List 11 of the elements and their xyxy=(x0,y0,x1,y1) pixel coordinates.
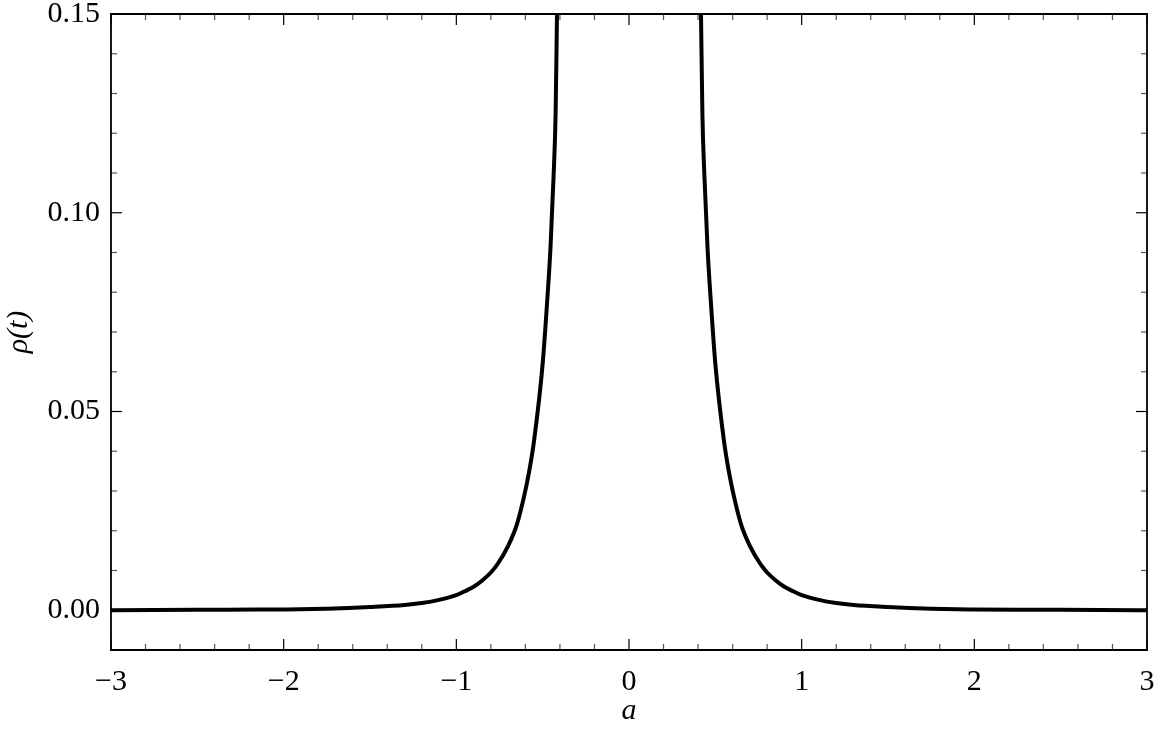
y-tick-label: 0.10 xyxy=(47,193,100,227)
x-tick-label: 1 xyxy=(794,662,810,696)
y-tick-label: 0.00 xyxy=(47,591,100,625)
y-axis-title: ρ(t) xyxy=(0,310,34,355)
x-tick-label: −3 xyxy=(95,662,127,696)
y-tick-label: 0.15 xyxy=(47,0,100,28)
x-tick-label: −1 xyxy=(440,662,473,696)
x-tick-label: 2 xyxy=(966,662,982,696)
x-tick-label: 3 xyxy=(1139,662,1155,696)
x-tick-label: −2 xyxy=(267,662,300,696)
y-tick-label: 0.05 xyxy=(47,392,100,426)
